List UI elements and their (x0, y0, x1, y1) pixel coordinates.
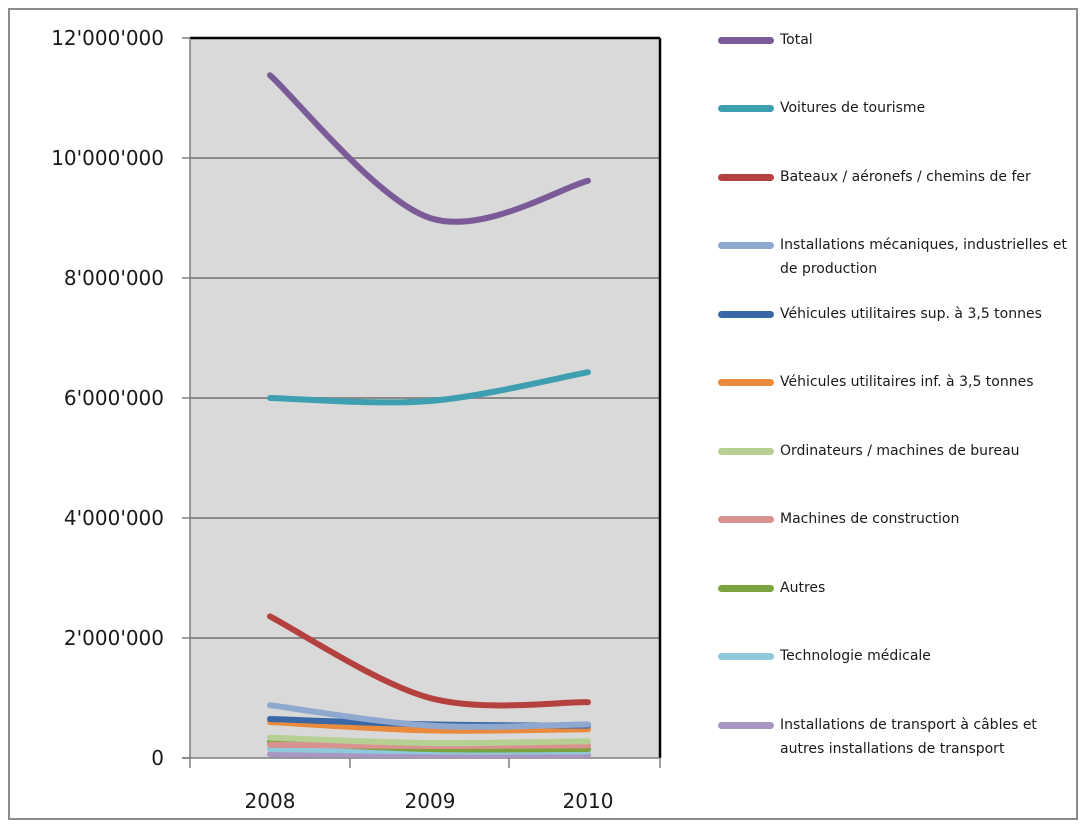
legend-swatch (718, 722, 774, 729)
legend-label: Autres (780, 580, 826, 596)
legend-label: Véhicules utilitaires sup. à 3,5 tonnes (780, 306, 1042, 322)
series-line-total (267, 72, 591, 225)
legend-label: Installations de transport à câbles et a… (780, 717, 1037, 757)
legend-swatch (718, 242, 774, 249)
y-tick-label: 2'000'000 (64, 626, 164, 650)
legend-label: Installations mécaniques, industrielles … (780, 237, 1067, 277)
series-line-bateaux-a-ronefs-chemins-de-fer (267, 613, 591, 709)
legend-label: Ordinateurs / machines de bureau (780, 443, 1020, 459)
legend-swatch (718, 311, 774, 318)
series-line-ordinateurs-machines-de-bureau (267, 734, 591, 747)
legend-swatch (718, 379, 774, 386)
series-line-installations-m-caniques-industrielles-et-de-production (267, 702, 591, 730)
x-tick-label: 2009 (405, 789, 456, 813)
legend-label: Véhicules utilitaires inf. à 3,5 tonnes (780, 374, 1034, 390)
x-tick-label: 2010 (563, 789, 614, 813)
legend-swatch (718, 37, 774, 44)
legend-swatch (718, 448, 774, 455)
y-tick-label: 4'000'000 (64, 506, 164, 530)
legend-label: Total (780, 32, 813, 48)
legend-label: Machines de construction (780, 511, 960, 527)
legend-swatch (718, 653, 774, 660)
series-line-v-hicules-utilitaires-inf-3-5-tonnes (267, 719, 591, 734)
series-line-installations-de-transport-c-bles-et-autres-installations-de-transport (267, 751, 591, 759)
y-tick-label: 12'000'000 (51, 26, 164, 50)
legend-label: Technologie médicale (780, 648, 931, 664)
legend-swatch (718, 516, 774, 523)
legend-swatch (718, 585, 774, 592)
y-tick-label: 6'000'000 (64, 386, 164, 410)
legend-label: Voitures de tourisme (780, 100, 926, 116)
x-tick-label: 2008 (245, 789, 296, 813)
y-tick-label: 10'000'000 (51, 146, 164, 170)
legend-swatch (718, 174, 774, 181)
y-tick-label: 8'000'000 (64, 266, 164, 290)
y-tick-label: 0 (151, 746, 164, 770)
series-line-voitures-de-tourisme (267, 369, 591, 406)
legend-label: Bateaux / aéronefs / chemins de fer (780, 169, 1031, 185)
legend-swatch (718, 105, 774, 112)
